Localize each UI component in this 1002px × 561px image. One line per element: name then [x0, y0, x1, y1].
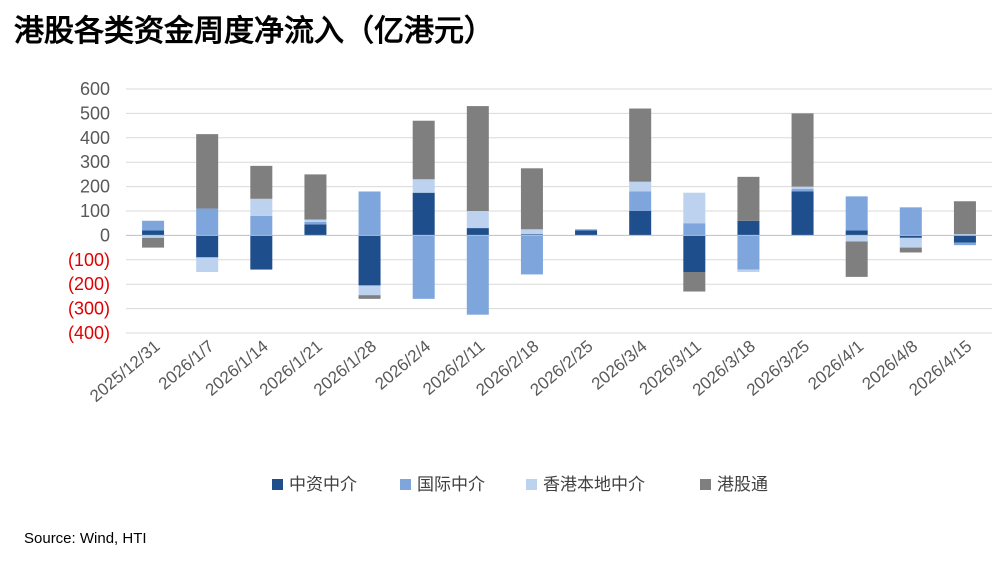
y-axis-ticks: 600 500 400 300 200 100 0 (100) (200) (300) (400) [68, 79, 110, 343]
legend-swatch [526, 479, 537, 490]
bar-segment [575, 229, 598, 231]
source-note: Source: Wind, HTI [24, 530, 147, 547]
bar-segment [791, 186, 814, 190]
y-tick-label: 200 [80, 177, 110, 197]
bar-segment [142, 235, 165, 238]
bar-segment [196, 208, 219, 236]
bar-segment [629, 108, 652, 182]
bar-segment [466, 211, 489, 229]
bar-segment [953, 234, 976, 236]
bar-segment [196, 134, 219, 209]
bar-segment [737, 269, 760, 272]
legend: 中资中介 国际中介 香港本地中介 港股通 [272, 475, 768, 495]
bar-segment [520, 235, 543, 275]
legend-swatch [700, 479, 711, 490]
bar-segment [466, 235, 489, 315]
y-tick-label: 300 [80, 152, 110, 172]
y-tick-label: 400 [80, 128, 110, 148]
bar-segment [683, 192, 706, 224]
chart-title: 港股各类资金周度净流入（亿港元） [14, 14, 494, 49]
bar-segment [629, 191, 652, 211]
bar-segment [412, 192, 435, 236]
bar-segment [250, 215, 273, 236]
bar-segment [358, 295, 381, 299]
bar-segment [412, 120, 435, 180]
bar-segment [953, 201, 976, 235]
bar-segment [412, 179, 435, 193]
bar-segment [737, 235, 760, 270]
bar-segment [845, 196, 868, 231]
legend-swatch [400, 479, 411, 490]
bar-segment [575, 230, 598, 236]
bar-segment [304, 221, 327, 225]
bar-segment [629, 181, 652, 192]
bar-segment [520, 234, 543, 236]
bar-segment [737, 220, 760, 236]
bar-segment [358, 285, 381, 296]
bar-segment [466, 228, 489, 236]
bar-segment [683, 235, 706, 272]
bar-segment [358, 235, 381, 286]
bar-segment [683, 223, 706, 236]
bar-segment [791, 113, 814, 187]
y-tick-label: (100) [68, 250, 110, 270]
bar-segment [899, 237, 922, 248]
bar-segment [845, 235, 868, 242]
bar-segment [142, 230, 165, 236]
x-tick-label: 2025/12/31 [86, 337, 163, 406]
bar-segment [250, 165, 273, 199]
bar-segment [520, 229, 543, 235]
bar-segment [953, 242, 976, 246]
bar-segment [466, 106, 489, 211]
legend-swatch [272, 479, 283, 490]
bar-segment [358, 191, 381, 236]
y-tick-label: 0 [100, 225, 110, 245]
y-tick-label: (400) [68, 323, 110, 343]
bar-segment [899, 207, 922, 236]
bar-segment [791, 191, 814, 236]
bar-segment [304, 224, 327, 236]
bar-segment [845, 241, 868, 277]
bar-segment [737, 176, 760, 221]
legend-label: 港股通 [717, 475, 768, 495]
bar-segment [196, 235, 219, 258]
y-tick-label: 500 [80, 103, 110, 123]
bar-segment [250, 235, 273, 270]
y-tick-label: (200) [68, 274, 110, 294]
bar-segment [899, 235, 922, 238]
legend-label: 国际中介 [417, 475, 485, 495]
bar-segment [683, 272, 706, 292]
legend-label: 香港本地中介 [543, 475, 645, 495]
x-axis-ticks: 2025/12/312026/1/72026/1/142026/1/212026… [86, 337, 975, 406]
legend-label: 中资中介 [289, 475, 357, 495]
bar-segment [845, 230, 868, 236]
bar-segment [520, 168, 543, 230]
bar-segment [142, 220, 165, 231]
y-tick-label: (300) [68, 299, 110, 319]
x-tick-label: 2026/4/1 [804, 337, 867, 394]
bar-segment [899, 247, 922, 253]
y-tick-label: 600 [80, 79, 110, 99]
bars [142, 106, 976, 315]
bar-segment [196, 257, 219, 272]
bar-segment [412, 235, 435, 299]
y-tick-label: 100 [80, 201, 110, 221]
bar-segment [142, 237, 165, 248]
bar-segment [953, 235, 976, 243]
bar-segment [629, 211, 652, 236]
bar-segment [250, 198, 273, 216]
bar-segment [791, 189, 814, 192]
bar-segment [304, 219, 327, 222]
bar-segment [304, 174, 327, 220]
